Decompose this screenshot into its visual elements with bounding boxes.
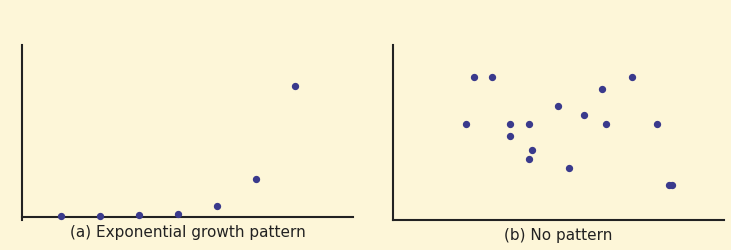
Point <box>663 183 675 187</box>
Point <box>55 214 67 218</box>
Point <box>596 87 608 91</box>
Point <box>578 113 590 117</box>
Point <box>504 122 516 126</box>
Point <box>289 84 300 88</box>
Point <box>600 122 612 126</box>
Point <box>523 122 534 126</box>
Point <box>211 204 222 208</box>
Point <box>486 74 498 78</box>
Point <box>250 178 262 182</box>
Point <box>564 166 575 170</box>
Point <box>461 122 472 126</box>
Point <box>172 212 183 216</box>
X-axis label: (a) Exponential growth pattern: (a) Exponential growth pattern <box>69 225 306 240</box>
Point <box>526 148 538 152</box>
Point <box>667 183 678 187</box>
Point <box>468 74 480 78</box>
Point <box>133 213 145 217</box>
Point <box>626 74 637 78</box>
Point <box>94 214 106 218</box>
X-axis label: (b) No pattern: (b) No pattern <box>504 228 613 243</box>
Point <box>523 157 534 161</box>
Point <box>504 134 516 138</box>
Point <box>553 104 564 108</box>
Point <box>651 122 663 126</box>
